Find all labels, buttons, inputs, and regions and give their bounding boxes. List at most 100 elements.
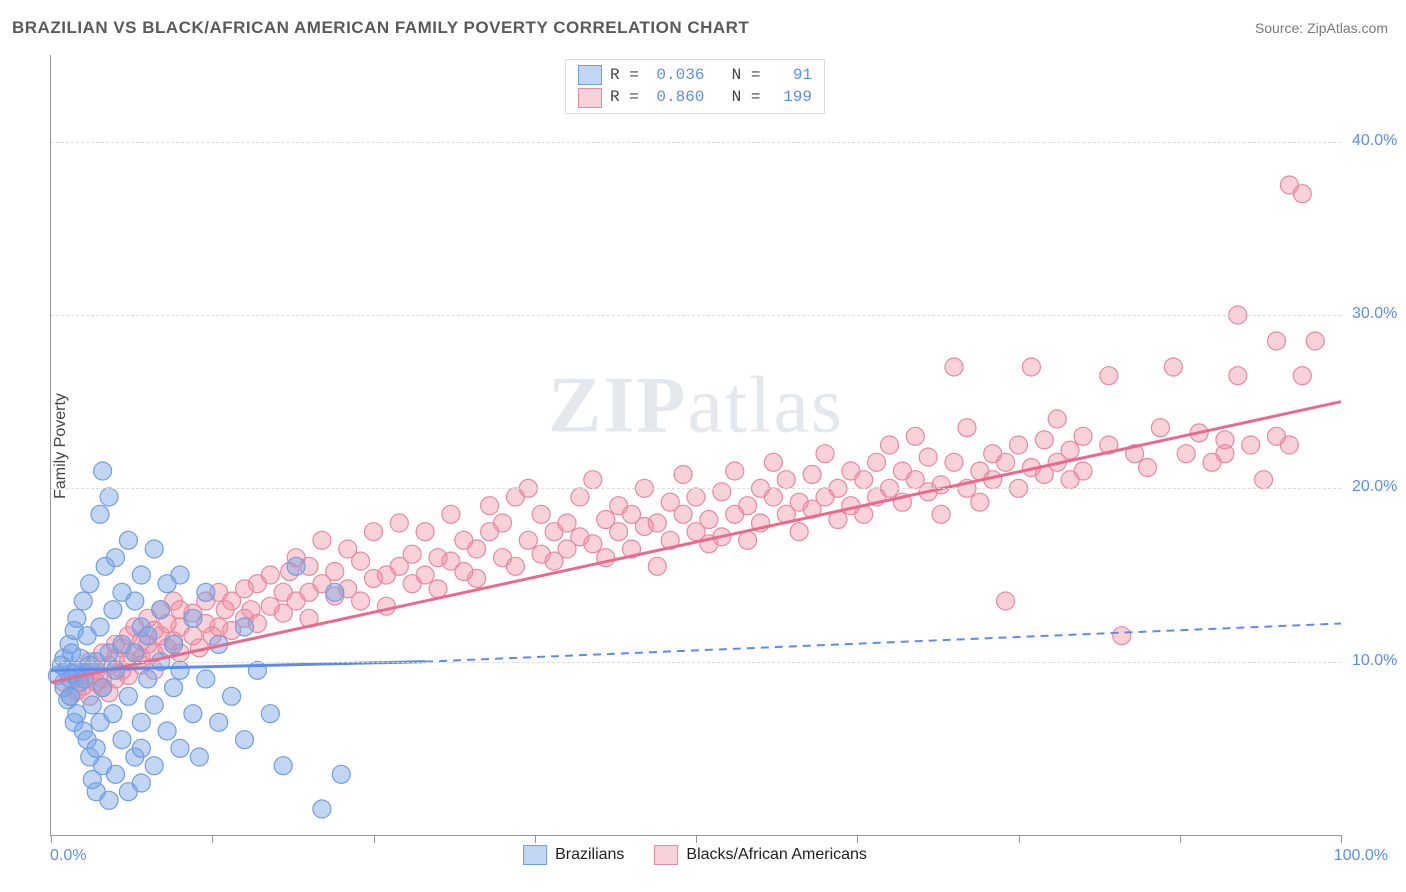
data-point <box>919 448 937 466</box>
data-point <box>91 618 109 636</box>
data-point <box>1022 358 1040 376</box>
data-point <box>261 705 279 723</box>
data-point <box>558 514 576 532</box>
data-point <box>1242 436 1260 454</box>
data-point <box>377 597 395 615</box>
legend-stats-row-blue: R = 0.036 N = 91 <box>578 64 812 86</box>
legend-item-blue: Brazilians <box>523 845 624 865</box>
y-tick-label: 30.0% <box>1352 305 1397 323</box>
data-point <box>119 531 137 549</box>
data-point <box>906 427 924 445</box>
data-point <box>997 453 1015 471</box>
data-point <box>803 465 821 483</box>
legend-series: Brazilians Blacks/African Americans <box>523 845 867 865</box>
stat-R-pink: 0.860 <box>656 86 704 108</box>
data-point <box>352 592 370 610</box>
data-point <box>700 511 718 529</box>
data-point <box>94 679 112 697</box>
data-point <box>1280 436 1298 454</box>
data-point <box>674 505 692 523</box>
data-point <box>932 505 950 523</box>
data-point <box>91 505 109 523</box>
data-point <box>764 488 782 506</box>
legend-stats: R = 0.036 N = 91 R = 0.860 N = 199 <box>565 59 825 114</box>
trend-line <box>425 624 1341 662</box>
data-point <box>1229 367 1247 385</box>
data-point <box>816 445 834 463</box>
data-point <box>184 705 202 723</box>
data-point <box>313 800 331 818</box>
data-point <box>971 493 989 511</box>
data-point <box>1074 462 1092 480</box>
scatter-svg <box>51 55 1341 835</box>
data-point <box>126 592 144 610</box>
chart-container: BRAZILIAN VS BLACK/AFRICAN AMERICAN FAMI… <box>0 0 1406 892</box>
data-point <box>1010 436 1028 454</box>
data-point <box>416 566 434 584</box>
data-point <box>429 580 447 598</box>
legend-item-pink: Blacks/African Americans <box>654 845 867 865</box>
data-point <box>145 757 163 775</box>
data-point <box>83 696 101 714</box>
data-point <box>190 748 208 766</box>
data-point <box>184 609 202 627</box>
data-point <box>236 618 254 636</box>
data-point <box>1139 459 1157 477</box>
data-point <box>261 566 279 584</box>
data-point <box>287 557 305 575</box>
data-point <box>145 540 163 558</box>
data-point <box>107 765 125 783</box>
data-point <box>481 497 499 515</box>
data-point <box>1177 445 1195 463</box>
data-point <box>165 679 183 697</box>
data-point <box>945 453 963 471</box>
data-point <box>132 774 150 792</box>
data-point <box>171 566 189 584</box>
swatch-blue-icon <box>523 845 547 865</box>
data-point <box>532 505 550 523</box>
source-label: Source: ZipAtlas.com <box>1255 20 1388 36</box>
data-point <box>171 661 189 679</box>
data-point <box>1293 185 1311 203</box>
stat-R-blue: 0.036 <box>656 64 704 86</box>
data-point <box>442 505 460 523</box>
data-point <box>881 436 899 454</box>
y-tick-label: 10.0% <box>1352 652 1397 670</box>
data-point <box>1151 419 1169 437</box>
legend-label-pink: Blacks/African Americans <box>686 846 867 864</box>
data-point <box>584 471 602 489</box>
data-point <box>584 535 602 553</box>
plot-area: ZIPatlas <box>50 55 1341 836</box>
data-point <box>868 453 886 471</box>
data-point <box>1268 332 1286 350</box>
data-point <box>152 601 170 619</box>
data-point <box>726 462 744 480</box>
data-point <box>1061 441 1079 459</box>
data-point <box>113 731 131 749</box>
data-point <box>1293 367 1311 385</box>
swatch-pink-icon <box>654 845 678 865</box>
data-point <box>68 609 86 627</box>
data-point <box>494 514 512 532</box>
swatch-pink <box>578 88 602 108</box>
data-point <box>1255 471 1273 489</box>
data-point <box>313 531 331 549</box>
stat-N-blue: 91 <box>778 64 812 86</box>
data-point <box>126 644 144 662</box>
data-point <box>81 575 99 593</box>
data-point <box>648 557 666 575</box>
data-point <box>197 670 215 688</box>
y-tick-label: 20.0% <box>1352 478 1397 496</box>
stat-N-pink: 199 <box>778 86 812 108</box>
data-point <box>506 557 524 575</box>
data-point <box>1074 427 1092 445</box>
data-point <box>997 592 1015 610</box>
data-point <box>855 471 873 489</box>
data-point <box>739 497 757 515</box>
data-point <box>210 713 228 731</box>
data-point <box>1216 445 1234 463</box>
data-point <box>365 523 383 541</box>
data-point <box>1164 358 1182 376</box>
data-point <box>687 488 705 506</box>
data-point <box>145 696 163 714</box>
